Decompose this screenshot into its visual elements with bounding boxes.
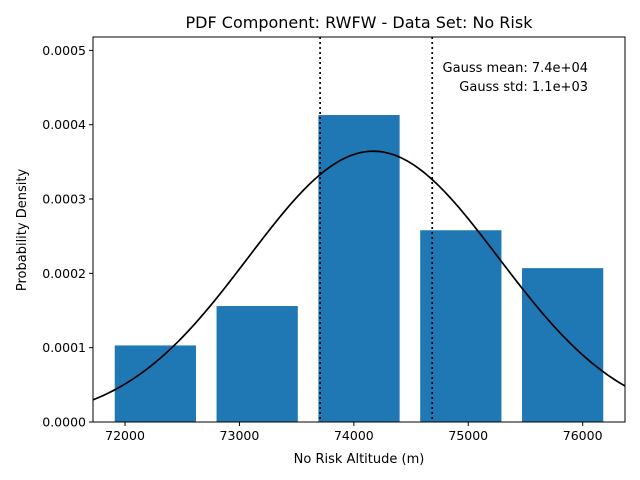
x-tick-label: 74000 xyxy=(334,428,374,443)
y-tick-label: 0.0002 xyxy=(42,266,86,281)
x-tick-label: 72000 xyxy=(105,428,145,443)
histogram-bar-5 xyxy=(522,268,604,422)
gauss-std-annotation: Gauss std: 1.1e+03 xyxy=(459,80,588,95)
y-tick-label: 0.0003 xyxy=(42,192,86,207)
histogram-bar-2 xyxy=(216,306,298,422)
y-tick-label: 0.0005 xyxy=(42,43,86,58)
histogram-bar-1 xyxy=(114,345,196,422)
plot-area: 72000 73000 74000 75000 76000 0.0000 0.0001 0.0… xyxy=(42,36,626,443)
x-tick-label: 75000 xyxy=(448,428,488,443)
x-axis-label: No Risk Altitude (m) xyxy=(294,452,425,467)
y-axis-label: Probability Density xyxy=(15,169,30,292)
chart-title: PDF Component: RWFW - Data Set: No Risk xyxy=(186,13,534,32)
histogram-bar-3 xyxy=(318,115,400,423)
y-tick-label: 0.0001 xyxy=(42,340,86,355)
x-tick-label: 76000 xyxy=(563,428,603,443)
histogram-bar-4 xyxy=(420,230,502,422)
gauss-mean-annotation: Gauss mean: 7.4e+04 xyxy=(443,61,588,76)
plot-frame xyxy=(92,36,626,423)
gaussian-fit-curve xyxy=(93,150,625,401)
y-tick-label: 0.0004 xyxy=(42,117,86,132)
y-tick-label: 0.0000 xyxy=(42,415,86,430)
x-tick-label: 73000 xyxy=(220,428,260,443)
